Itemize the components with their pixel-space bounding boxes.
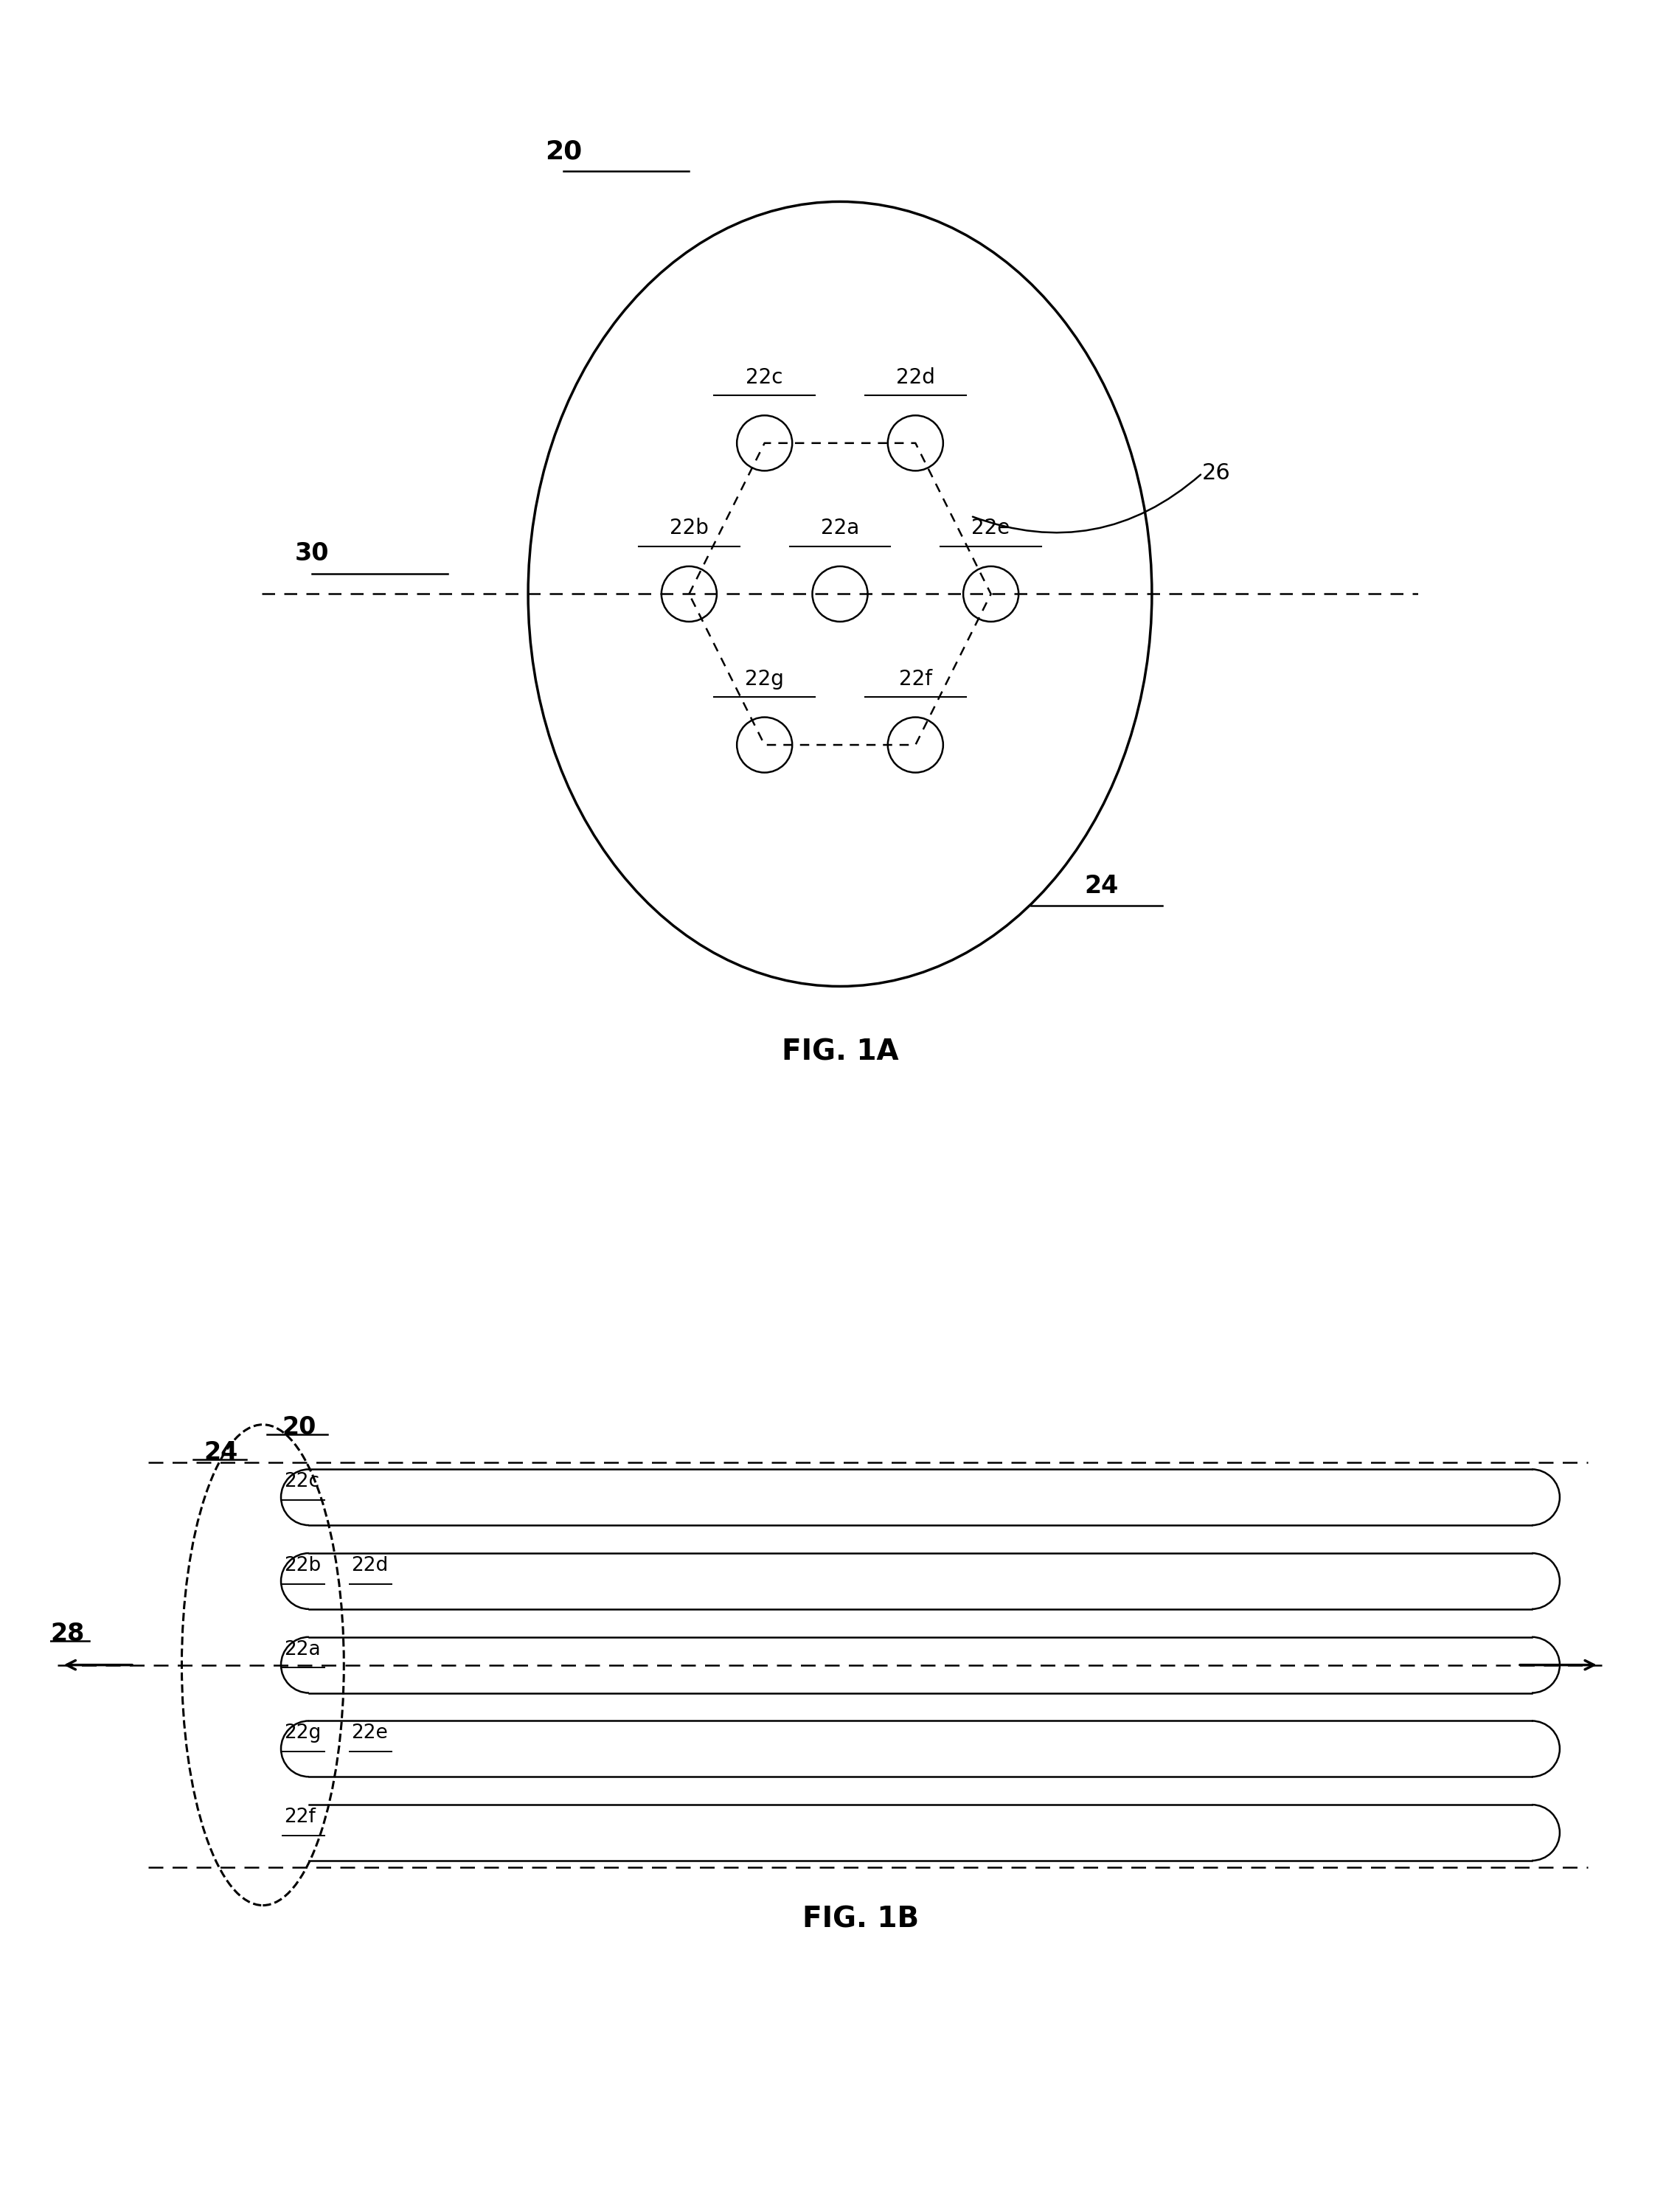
Text: 24: 24 <box>203 1441 239 1466</box>
Text: 26: 26 <box>1203 463 1231 485</box>
Text: 22c: 22c <box>746 366 783 388</box>
Text: 30: 30 <box>294 542 329 566</box>
Text: 20: 20 <box>282 1415 316 1439</box>
Text: 22e: 22e <box>971 518 1010 540</box>
Text: 28: 28 <box>50 1621 84 1646</box>
Text: 20: 20 <box>544 138 581 165</box>
Text: 22f: 22f <box>284 1808 316 1828</box>
Text: 24: 24 <box>1085 873 1119 897</box>
Text: 22d: 22d <box>895 366 936 388</box>
Text: 22a: 22a <box>284 1639 321 1659</box>
Text: 22g: 22g <box>744 669 785 689</box>
Text: 22b: 22b <box>670 518 709 540</box>
Text: 22f: 22f <box>899 669 932 689</box>
Text: 22e: 22e <box>351 1724 388 1742</box>
Text: 22b: 22b <box>284 1556 321 1575</box>
Text: FIG. 1A: FIG. 1A <box>781 1038 899 1066</box>
Text: 22d: 22d <box>351 1556 388 1575</box>
Text: FIG. 1B: FIG. 1B <box>803 1904 919 1933</box>
Text: 22a: 22a <box>822 518 858 540</box>
Text: 22g: 22g <box>284 1724 321 1742</box>
Text: 22c: 22c <box>284 1472 319 1492</box>
